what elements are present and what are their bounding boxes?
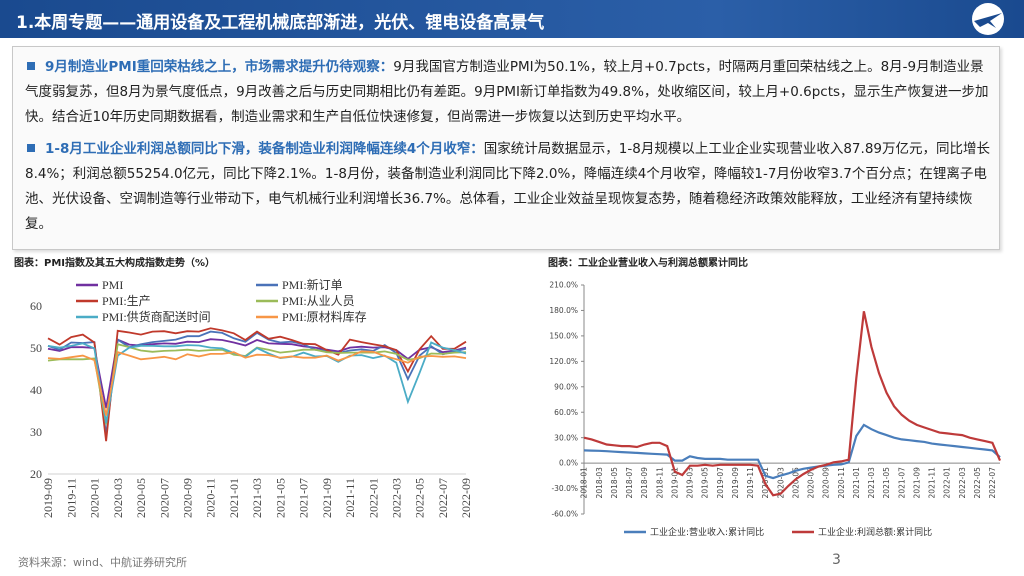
bullet-lead: 1-8月工业企业利润总额同比下滑，装备制造业利润降幅连续4个月收窄： bbox=[45, 141, 484, 157]
bullet: 1-8月工业企业利润总额同比下滑，装备制造业利润降幅连续4个月收窄：国家统计局数… bbox=[25, 137, 997, 237]
legend-label: 工业企业:营业收入:累计同比 bbox=[650, 526, 764, 538]
logo bbox=[972, 3, 1004, 35]
x-tick-label: 2018-03 bbox=[595, 467, 604, 499]
chart-title: 图表：工业企业营业收入与利润总额累计同比 bbox=[548, 256, 748, 269]
x-tick-label: 2021-05 bbox=[882, 467, 891, 499]
x-tick-label: 2021-09 bbox=[912, 467, 921, 499]
x-tick-label: 2021-03 bbox=[250, 478, 264, 518]
x-tick-label: 2020-11 bbox=[204, 478, 218, 518]
legend-label: PMI:从业人员 bbox=[282, 294, 355, 308]
legend-label: PMI:新订单 bbox=[282, 277, 343, 292]
y-tick-label: 120.0% bbox=[549, 357, 578, 366]
bullet-lead: 9月制造业PMI重回荣枯线之上，市场需求提升仍待观察： bbox=[45, 59, 394, 75]
x-tick-label: 2022-05 bbox=[413, 478, 427, 518]
y-tick-label: 180.0% bbox=[549, 306, 578, 315]
x-tick-label: 2019-11 bbox=[746, 467, 755, 499]
x-tick-label: 2021-07 bbox=[897, 467, 906, 499]
series-line bbox=[583, 423, 1001, 480]
summary-box: 9月制造业PMI重回荣枯线之上，市场需求提升仍待观察：9月我国官方制造业PMI为… bbox=[12, 46, 1000, 250]
x-tick-label: 2018-01 bbox=[580, 467, 589, 499]
x-tick-label: 2022-05 bbox=[973, 467, 982, 499]
x-tick-label: 2021-11 bbox=[928, 467, 937, 499]
x-tick-label: 2021-05 bbox=[273, 478, 287, 518]
x-tick-label: 2021-01 bbox=[852, 467, 861, 499]
x-tick-label: 2022-01 bbox=[366, 478, 380, 518]
x-tick-label: 2022-03 bbox=[958, 467, 967, 499]
y-tick-label: 40 bbox=[30, 383, 42, 397]
x-tick-label: 2020-07 bbox=[807, 467, 816, 499]
x-tick-label: 2020-11 bbox=[837, 467, 846, 499]
x-tick-label: 2020-01 bbox=[88, 478, 102, 518]
x-tick-label: 2022-07 bbox=[436, 478, 450, 518]
y-tick-label: 60 bbox=[30, 299, 42, 313]
y-tick-label: -30.0% bbox=[551, 484, 578, 493]
x-tick-label: 2020-05 bbox=[791, 467, 800, 499]
slide-title: 1.本周专题——通用设备及工程机械底部渐进，光伏、锂电设备高景气 bbox=[16, 13, 545, 33]
x-tick-label: 2021-09 bbox=[320, 478, 334, 518]
y-tick-label: 150.0% bbox=[549, 332, 578, 341]
legend-label: PMI bbox=[102, 278, 123, 292]
x-tick-label: 2018-05 bbox=[610, 467, 619, 499]
x-tick-label: 2020-05 bbox=[134, 478, 148, 518]
legend-label: PMI:生产 bbox=[102, 294, 151, 308]
x-tick-label: 2021-03 bbox=[867, 467, 876, 499]
x-tick-label: 2020-03 bbox=[111, 478, 125, 518]
series-line bbox=[583, 311, 1002, 497]
x-tick-label: 2019-11 bbox=[64, 478, 78, 518]
x-tick-label: 2021-01 bbox=[227, 478, 241, 518]
x-tick-label: 2018-11 bbox=[655, 467, 664, 499]
y-tick-label: 20 bbox=[30, 467, 42, 481]
x-tick-label: 2019-09 bbox=[731, 467, 740, 499]
x-tick-label: 2018-07 bbox=[625, 467, 634, 499]
bullet: 9月制造业PMI重回荣枯线之上，市场需求提升仍待观察：9月我国官方制造业PMI为… bbox=[25, 55, 997, 130]
x-tick-label: 2022-01 bbox=[943, 467, 952, 499]
y-tick-label: 50 bbox=[30, 341, 42, 355]
x-tick-label: 2021-07 bbox=[297, 478, 311, 518]
y-tick-label: 0.0% bbox=[559, 459, 578, 468]
x-tick-label: 2019-07 bbox=[716, 467, 725, 499]
x-tick-label: 2022-09 bbox=[459, 478, 473, 518]
x-tick-label: 2022-07 bbox=[988, 467, 997, 499]
legend-label: PMI:原材料库存 bbox=[282, 309, 367, 324]
y-tick-label: 210.0% bbox=[549, 281, 578, 290]
x-tick-label: 2021-11 bbox=[343, 478, 357, 518]
x-tick-label: 2019-03 bbox=[686, 467, 695, 499]
series-line bbox=[47, 327, 467, 442]
header-bar: 1.本周专题——通用设备及工程机械底部渐进，光伏、锂电设备高景气 bbox=[0, 0, 1024, 38]
legend-label: PMI:供货商配送时间 bbox=[102, 309, 211, 324]
x-tick-label: 2022-03 bbox=[390, 478, 404, 518]
x-tick-label: 2020-07 bbox=[157, 478, 171, 518]
y-tick-label: 90.0% bbox=[554, 382, 578, 391]
y-tick-label: 30.0% bbox=[554, 433, 578, 442]
x-tick-label: 2019-09 bbox=[41, 478, 55, 518]
page-number: 3 bbox=[832, 552, 841, 568]
legend-label: 工业企业:利润总额:累计同比 bbox=[818, 526, 932, 538]
x-tick-label: 2020-09 bbox=[181, 478, 195, 518]
x-tick-label: 2020-09 bbox=[822, 467, 831, 499]
x-tick-label: 2019-01 bbox=[670, 467, 679, 499]
y-tick-label: 60.0% bbox=[554, 408, 578, 417]
x-tick-label: 2018-09 bbox=[640, 467, 649, 499]
bullet-text: 9月我国官方制造业PMI为50.1%，较上月+0.7pcts，时隔两月重回荣枯线… bbox=[25, 59, 989, 125]
x-tick-label: 2020-03 bbox=[776, 467, 785, 499]
source-note: 资料来源：wind、中航证券研究所 bbox=[18, 556, 188, 569]
y-tick-label: -60.0% bbox=[551, 510, 578, 519]
y-tick-label: 30 bbox=[30, 425, 42, 439]
chart-title: 图表：PMI指数及其五大构成指数走势（%） bbox=[14, 256, 215, 269]
bullet-text: 国家统计局数据显示，1-8月规模以上工业企业实现营业收入87.89万亿元，同比增… bbox=[25, 141, 990, 232]
x-tick-label: 2019-05 bbox=[701, 467, 710, 499]
series-line bbox=[47, 350, 467, 416]
